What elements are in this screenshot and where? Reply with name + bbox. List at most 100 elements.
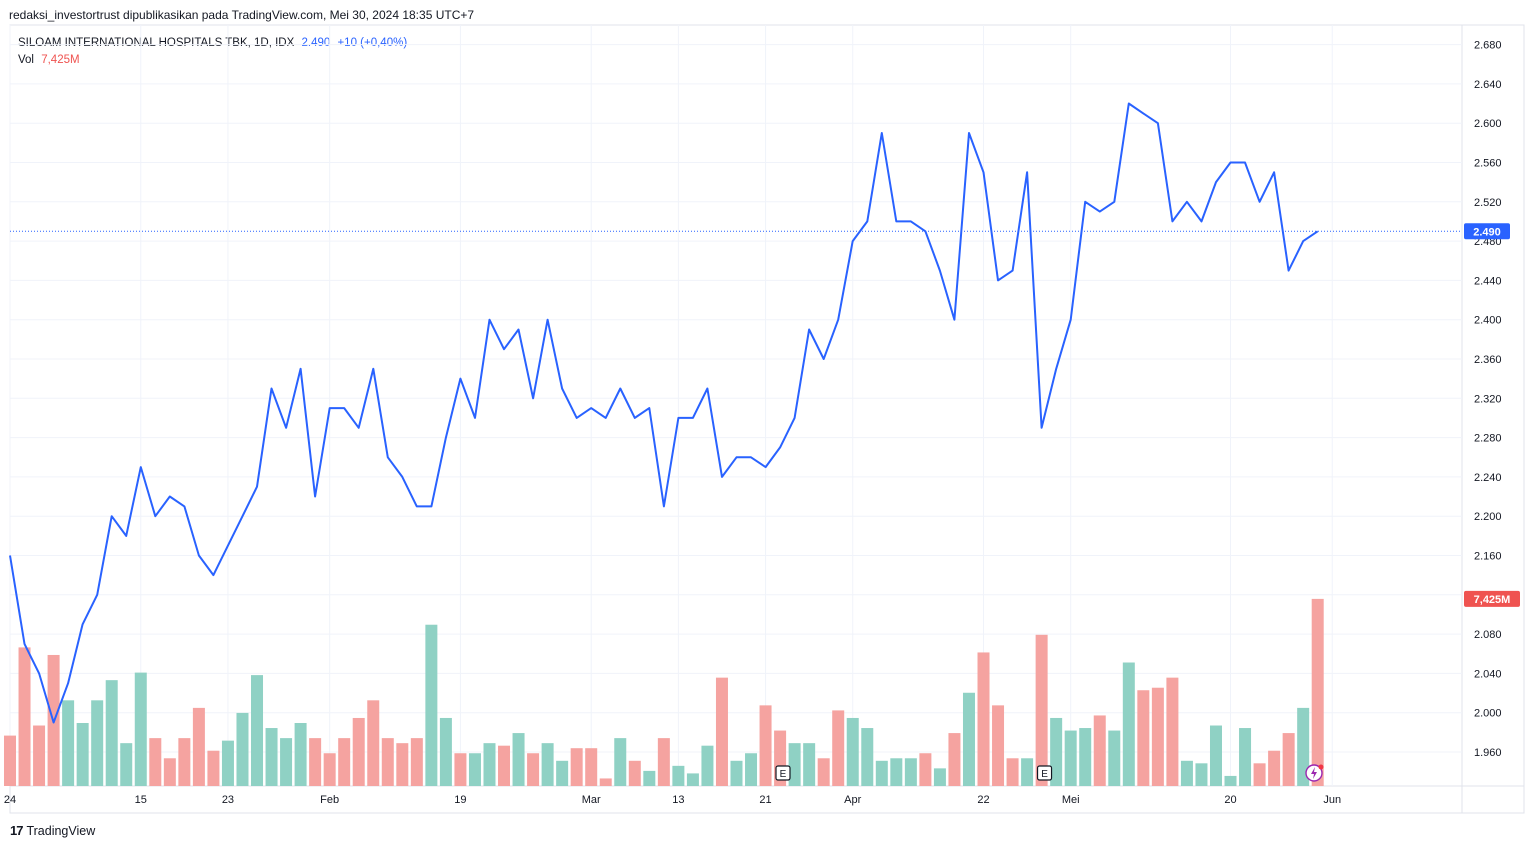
volume-bar	[454, 753, 466, 786]
volume-bar	[861, 728, 873, 786]
volume-bar	[483, 743, 495, 786]
volume-bar	[106, 680, 118, 786]
tradingview-footer[interactable]: 17 TradingView	[10, 823, 95, 838]
volume-bar	[614, 738, 626, 786]
earnings-marker-label: E	[780, 769, 787, 780]
tradingview-brand: TradingView	[26, 824, 95, 838]
y-tick-label: 2.360	[1474, 354, 1502, 366]
volume-bar	[542, 743, 554, 786]
volume-bar	[876, 761, 888, 786]
volume-bar	[33, 726, 45, 786]
volume-bar	[1268, 751, 1280, 786]
volume-bar	[149, 738, 161, 786]
volume-bar	[1283, 733, 1295, 786]
volume-bar	[629, 761, 641, 786]
volume-bar	[440, 718, 452, 786]
volume-bar	[396, 743, 408, 786]
y-tick-label: 2.600	[1474, 118, 1502, 130]
volume-bar	[963, 693, 975, 786]
volume-bar	[571, 748, 583, 786]
volume-bar	[1094, 715, 1106, 786]
volume-bar	[120, 743, 132, 786]
volume-bar	[1210, 726, 1222, 786]
volume-bar	[513, 733, 525, 786]
volume-bar	[324, 753, 336, 786]
y-tick-label: 2.240	[1474, 472, 1502, 484]
volume-bar	[643, 771, 655, 786]
volume-bar	[77, 723, 89, 786]
x-tick-label: 13	[672, 794, 684, 806]
volume-bar	[1312, 599, 1324, 786]
volume-bar	[280, 738, 292, 786]
y-tick-label: 2.400	[1474, 315, 1502, 327]
volume-bar	[1108, 731, 1120, 786]
y-tick-label: 2.520	[1474, 197, 1502, 209]
notification-dot-icon	[1319, 765, 1324, 770]
volume-bar	[1166, 678, 1178, 786]
price-series-line	[10, 104, 1318, 723]
volume-bar	[193, 708, 205, 786]
volume-bar	[1254, 763, 1266, 786]
x-tick-label: Feb	[320, 794, 339, 806]
x-tick-label: 23	[222, 794, 234, 806]
y-tick-label: 2.640	[1474, 79, 1502, 91]
volume-bar	[745, 753, 757, 786]
y-tick-label: 1.960	[1474, 747, 1502, 759]
volume-bar	[818, 758, 830, 786]
volume-bar	[295, 723, 307, 786]
last-volume-label: 7,425M	[1474, 594, 1511, 606]
volume-bar	[1036, 635, 1048, 786]
tradingview-logo-icon: 17	[10, 823, 22, 838]
volume-bar	[498, 746, 510, 786]
volume-bar	[847, 718, 859, 786]
x-tick-label: 19	[454, 794, 466, 806]
y-tick-label: 2.440	[1474, 275, 1502, 287]
volume-bar	[687, 773, 699, 786]
volume-bar	[1239, 728, 1251, 786]
volume-bar	[1181, 761, 1193, 786]
volume-bar	[919, 753, 931, 786]
volume-bar	[207, 751, 219, 786]
volume-bar	[251, 675, 263, 786]
volume-bar	[353, 718, 365, 786]
x-tick-label: Apr	[844, 794, 861, 806]
volume-bar	[1065, 731, 1077, 786]
volume-bar	[701, 746, 713, 786]
volume-bar	[556, 761, 568, 786]
y-tick-label: 2.040	[1474, 668, 1502, 680]
x-tick-label: 21	[759, 794, 771, 806]
volume-bar	[266, 728, 278, 786]
volume-bar	[367, 700, 379, 786]
volume-bar	[91, 700, 103, 786]
volume-bar	[890, 758, 902, 786]
volume-bar	[178, 738, 190, 786]
volume-bar	[469, 753, 481, 786]
y-tick-label: 2.080	[1474, 629, 1502, 641]
volume-bar	[411, 738, 423, 786]
volume-bar	[19, 647, 31, 786]
volume-bar	[832, 710, 844, 786]
volume-bar	[672, 766, 684, 786]
volume-bar	[236, 713, 248, 786]
last-price-label: 2.490	[1473, 226, 1501, 238]
volume-bar	[425, 625, 437, 786]
y-tick-label: 2.280	[1474, 433, 1502, 445]
volume-bar	[338, 738, 350, 786]
volume-bar	[1137, 690, 1149, 786]
x-tick-label: 24	[4, 794, 16, 806]
volume-bar	[62, 700, 74, 786]
volume-bar	[978, 652, 990, 786]
volume-bar	[1007, 758, 1019, 786]
volume-bar	[658, 738, 670, 786]
volume-bar	[905, 758, 917, 786]
volume-bar	[4, 736, 16, 786]
chart-frame	[10, 25, 1524, 813]
x-tick-label: Mei	[1062, 794, 1080, 806]
y-tick-label: 2.560	[1474, 158, 1502, 170]
volume-bar	[716, 678, 728, 786]
y-tick-label: 2.200	[1474, 511, 1502, 523]
volume-bar	[1021, 758, 1033, 786]
volume-bar	[731, 761, 743, 786]
volume-bar	[309, 738, 321, 786]
